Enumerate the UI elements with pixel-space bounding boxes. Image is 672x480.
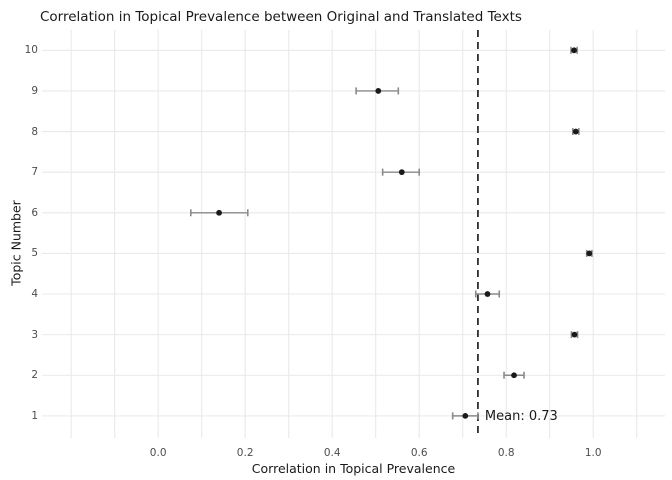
data-point — [398, 169, 405, 176]
y-tick-label: 3 — [31, 328, 38, 341]
data-point — [571, 331, 578, 338]
data-point — [375, 88, 382, 94]
data-point — [571, 47, 577, 54]
y-tick-label: 6 — [31, 206, 38, 219]
y-tick-label: 10 — [24, 44, 38, 57]
data-point — [216, 209, 222, 216]
plot-area — [42, 30, 665, 438]
y-tick-label: 8 — [31, 125, 38, 138]
x-tick-label: 1.0 — [584, 447, 602, 459]
y-tick-label: 7 — [31, 166, 38, 179]
y-tick-label: 2 — [31, 369, 38, 382]
data-point — [586, 250, 593, 257]
x-tick-label: 0.2 — [236, 447, 254, 459]
y-tick-label: 5 — [31, 247, 38, 260]
x-axis-title: Correlation in Topical Prevalence — [251, 461, 456, 476]
data-point — [572, 128, 579, 135]
data-point — [511, 372, 517, 379]
data-point — [484, 291, 491, 297]
x-tick-label: 0.6 — [410, 447, 428, 459]
y-tick-label: 1 — [31, 409, 38, 422]
x-tick-label: 0.8 — [497, 447, 515, 459]
mean-annotation: Mean: 0.73 — [484, 408, 558, 424]
x-tick-label: 0.0 — [149, 447, 167, 459]
y-tick-label: 4 — [31, 288, 38, 300]
y-tick-label: 9 — [31, 84, 38, 97]
data-point — [462, 412, 469, 419]
chart-title: Correlation in Topical Prevalence betwee… — [40, 9, 522, 25]
x-tick-label: 0.4 — [323, 447, 341, 459]
